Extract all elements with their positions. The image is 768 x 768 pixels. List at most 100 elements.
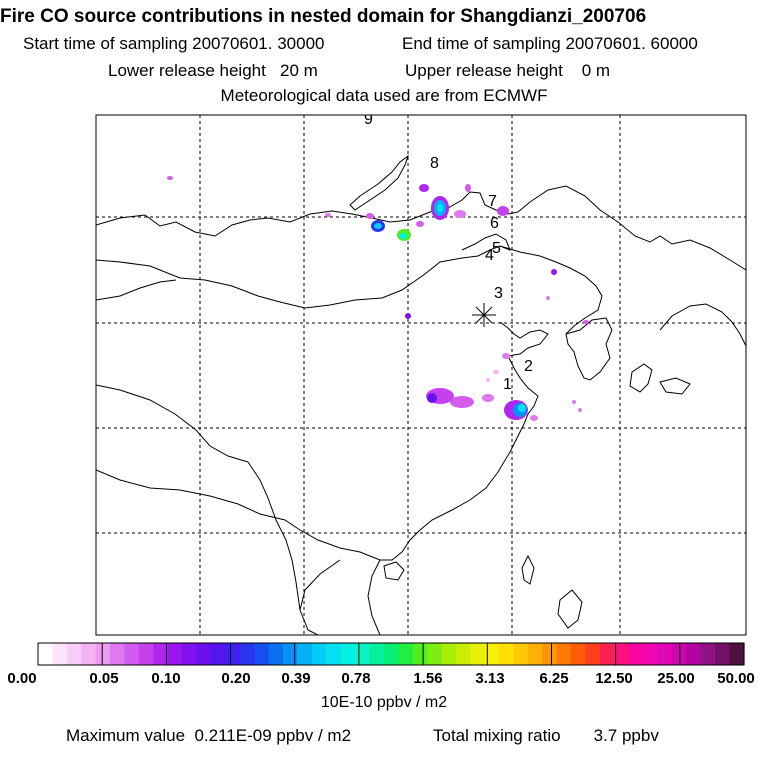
- colorbar-swatch: [167, 643, 183, 665]
- trajectory-label-2: 2: [524, 358, 533, 375]
- colorbar-swatch: [340, 643, 356, 665]
- colorbar-swatch: [66, 643, 82, 665]
- colorbar-swatch: [52, 643, 68, 665]
- colorbar-swatch: [657, 643, 673, 665]
- colorbar-swatch: [196, 643, 212, 665]
- colorbar-swatch: [369, 643, 385, 665]
- colorbar-tick-label: 0.78: [341, 670, 371, 687]
- tibet-border: [96, 384, 249, 463]
- colorbar-swatch: [614, 643, 630, 665]
- china-south-border: [96, 469, 381, 561]
- colorbar-tick-label: 3.13: [475, 670, 505, 687]
- start-time-label: Start time of sampling 20070601. 30000: [23, 34, 325, 53]
- colorbar-swatch: [95, 643, 111, 665]
- colorbar-tick-label: 12.50: [595, 670, 633, 687]
- upper-release-height-label: Upper release height 0 m: [405, 61, 611, 80]
- map-area: 1 2 3 4 5 6 7 8 9: [96, 111, 746, 635]
- colorbar-swatch: [441, 643, 457, 665]
- colorbar: [38, 643, 745, 665]
- colorbar-tick-label: 50.00: [717, 670, 755, 687]
- colorbar-swatch: [383, 643, 399, 665]
- colorbar-swatch: [585, 643, 601, 665]
- china-korea-border: [499, 245, 603, 335]
- colorbar-swatch: [282, 643, 298, 665]
- hainan-island: [383, 561, 405, 581]
- colorbar-swatch: [470, 643, 486, 665]
- colorbar-swatch: [182, 643, 198, 665]
- colorbar-swatch: [499, 643, 515, 665]
- colorbar-tick-label: 0.00: [7, 670, 37, 687]
- colorbar-swatch: [686, 643, 702, 665]
- met-data-label: Meteorological data used are from ECMWF: [220, 86, 548, 105]
- total-mixing-ratio-label: Total mixing ratio 3.7 ppbv: [433, 726, 659, 745]
- colorbar-swatch: [354, 643, 370, 665]
- trajectory-label-6: 6: [490, 215, 499, 232]
- coastlines-borders: [96, 154, 746, 635]
- colorbar-swatch: [398, 643, 414, 665]
- trajectory-label-1: 1: [503, 376, 512, 393]
- colorbar-tick-label: 0.20: [221, 670, 251, 687]
- colorbar-swatch: [110, 643, 126, 665]
- bohai-coast: [499, 321, 549, 357]
- colorbar-swatch: [700, 643, 716, 665]
- colorbar-swatch: [599, 643, 615, 665]
- max-value-label: Maximum value 0.211E-09 ppbv / m2: [66, 726, 352, 745]
- trajectory-label-8: 8: [430, 155, 439, 172]
- colorbar-swatch: [412, 643, 428, 665]
- colorbar-swatch: [715, 643, 731, 665]
- colorbar-dividers: [101, 643, 681, 665]
- colorbar-swatch: [527, 643, 543, 665]
- colorbar-swatch: [239, 643, 255, 665]
- east-china-coast: [419, 355, 539, 531]
- colorbar-swatch: [484, 643, 500, 665]
- colorbar-swatch: [571, 643, 587, 665]
- colorbar-tick-label: 1.56: [413, 670, 443, 687]
- korea-peninsula: [565, 317, 613, 381]
- colorbar-swatch: [81, 643, 97, 665]
- colorbar-swatch: [138, 643, 154, 665]
- mongolia-russia-border: [96, 191, 519, 237]
- colorbar-tick-label: 0.39: [281, 670, 311, 687]
- colorbar-swatch: [268, 643, 284, 665]
- colorbar-swatch: [153, 643, 169, 665]
- trajectory-label-7: 7: [488, 193, 497, 210]
- colorbar-swatch: [643, 643, 659, 665]
- myanmar-border: [247, 461, 301, 611]
- colorbar-swatch: [326, 643, 342, 665]
- philippines-luzon: [557, 589, 583, 629]
- coastline-baikal: [349, 154, 409, 211]
- map-title: Fire CO source contributions in nested d…: [0, 6, 647, 27]
- colorbar-swatch: [729, 643, 745, 665]
- indochina-coast: [299, 559, 341, 635]
- map-frame: [95, 114, 747, 636]
- graticule: [96, 115, 746, 635]
- trajectory-label-5: 5: [492, 240, 501, 257]
- colorbar-swatch: [513, 643, 529, 665]
- colorbar-swatch: [628, 643, 644, 665]
- taiwan: [521, 554, 535, 585]
- colorbar-swatch: [311, 643, 327, 665]
- colorbar-swatch: [254, 643, 270, 665]
- lower-release-height-label: Lower release height 20 m: [108, 61, 318, 80]
- japan-kyushu: [629, 363, 653, 393]
- colorbar-swatch: [427, 643, 443, 665]
- vietnam-coast: [367, 559, 381, 635]
- colorbar-frame: [37, 642, 745, 666]
- colorbar-swatch: [210, 643, 226, 665]
- colorbar-units: 10E-10 ppbv / m2: [320, 694, 448, 711]
- concentration-field: [167, 176, 589, 421]
- colorbar-swatch: [542, 643, 558, 665]
- japan-shikoku: [659, 377, 691, 395]
- trajectory-label-9: 9: [364, 111, 373, 128]
- end-time-label: End time of sampling 20070601. 60000: [402, 34, 698, 53]
- colorbar-tick-label: 6.25: [539, 670, 569, 687]
- colorbar-tick-label: 0.10: [151, 670, 181, 687]
- colorbar-tick-label: 0.05: [89, 670, 119, 687]
- japan-honshu: [659, 303, 746, 347]
- colorbar-swatch: [225, 643, 241, 665]
- trajectory-label-3: 3: [494, 285, 503, 302]
- colorbar-swatch: [556, 643, 572, 665]
- colorbar-tick-label: 25.00: [657, 670, 695, 687]
- mongolia-china-border: [96, 233, 511, 309]
